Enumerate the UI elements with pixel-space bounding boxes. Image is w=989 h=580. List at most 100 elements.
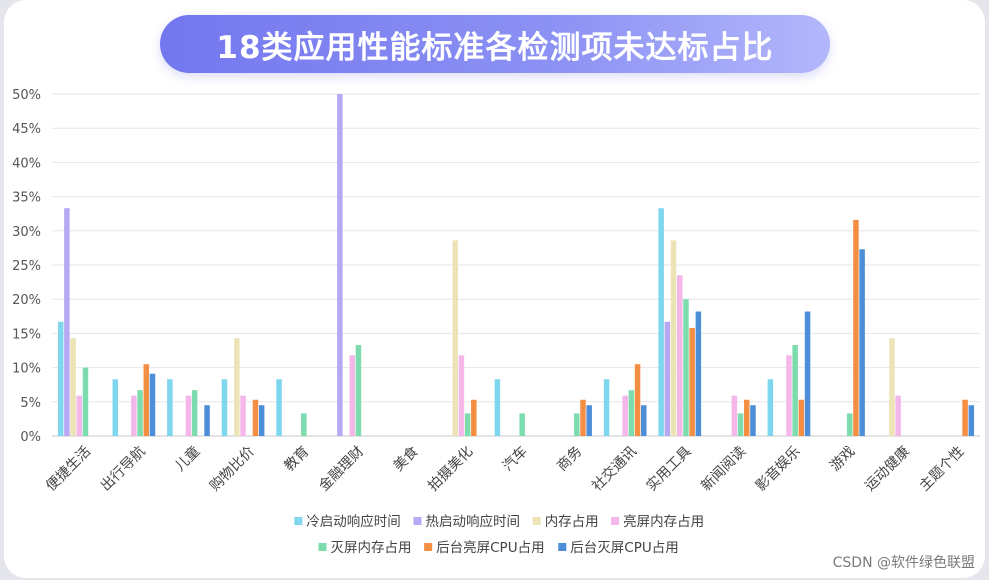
legend-swatch <box>611 517 620 525</box>
bar <box>689 327 695 436</box>
x-tick-label: 社交通讯 <box>588 443 640 495</box>
y-tick-label: 35% <box>12 191 41 206</box>
bar <box>846 413 853 436</box>
bar <box>889 338 895 436</box>
chart-card <box>4 0 985 578</box>
bar <box>185 395 192 436</box>
bar <box>137 390 143 436</box>
bar <box>853 219 859 436</box>
x-tick-label: 运动健康 <box>861 443 913 495</box>
legend-swatch <box>318 543 327 551</box>
bar <box>234 338 240 436</box>
bar <box>792 345 798 436</box>
x-tick-label: 购物比价 <box>207 444 258 495</box>
bar <box>458 355 465 436</box>
x-tick-label: 新闻阅读 <box>698 443 750 495</box>
bar <box>859 249 865 436</box>
legend-swatch <box>532 517 541 525</box>
legend-item: 内存占用 <box>532 514 599 530</box>
bar <box>276 379 282 436</box>
y-tick-label: 50% <box>12 88 41 103</box>
x-tick-label: 出行导航 <box>98 444 149 495</box>
y-tick-label: 20% <box>12 293 41 308</box>
bar <box>519 413 525 436</box>
bar <box>131 395 137 436</box>
bar <box>82 367 89 436</box>
x-tick-label: 游戏 <box>827 444 858 475</box>
x-tick-label: 儿童 <box>171 443 203 475</box>
bar <box>112 379 119 436</box>
legend-swatch <box>558 543 567 551</box>
bar <box>471 399 477 436</box>
x-tick-label: 汽车 <box>499 443 531 475</box>
bar <box>737 413 744 436</box>
y-tick-label: 15% <box>12 327 41 342</box>
bar <box>628 390 635 436</box>
legend-swatch <box>294 517 303 525</box>
bar <box>586 405 592 436</box>
legend-label: 内存占用 <box>545 514 599 530</box>
legend-label: 后台灭屏CPU占用 <box>570 540 678 556</box>
bar <box>731 395 738 436</box>
x-tick-label: 便捷生活 <box>43 444 94 495</box>
bar <box>750 405 756 436</box>
y-tick-label: 25% <box>12 259 41 274</box>
bar <box>494 379 501 436</box>
y-tick-label: 40% <box>12 156 41 171</box>
x-tick-label: 实用工具 <box>644 444 695 495</box>
legend-item: 后台灭屏CPU占用 <box>558 540 679 556</box>
bar <box>622 395 628 436</box>
legend-label: 灭屏内存占用 <box>331 540 412 556</box>
bar <box>57 321 64 436</box>
bar <box>962 399 968 436</box>
bar <box>695 311 702 436</box>
bar <box>349 355 355 436</box>
y-tick-label: 0% <box>20 430 41 445</box>
y-tick-label: 30% <box>12 225 41 240</box>
bar <box>574 413 580 436</box>
bar <box>204 405 210 436</box>
bar <box>603 379 610 436</box>
x-tick-label: 金融理财 <box>316 444 367 495</box>
bar <box>634 364 641 436</box>
bar <box>143 364 150 436</box>
legend-item: 冷启动响应时间 <box>294 513 401 530</box>
bar <box>70 338 76 436</box>
bar <box>221 379 228 436</box>
bar <box>798 399 805 436</box>
watermark: CSDN @软件绿色联盟 <box>832 555 975 571</box>
x-tick-label: 主题个性 <box>917 444 968 495</box>
bar <box>670 240 677 436</box>
bar <box>452 240 458 436</box>
legend-label: 冷启动响应时间 <box>306 513 401 530</box>
bar <box>355 345 362 436</box>
bar <box>191 390 198 436</box>
legend-label: 后台亮屏CPU占用 <box>436 539 544 556</box>
bar <box>744 399 750 436</box>
bar <box>683 299 689 436</box>
chart-title: 18类应用性能标准各检测项未达标占比 <box>216 29 774 66</box>
bar <box>767 379 774 436</box>
bar <box>240 395 246 436</box>
bar <box>804 311 811 436</box>
bar <box>76 395 83 436</box>
bar <box>580 399 586 436</box>
legend-label: 亮屏内存占用 <box>623 513 704 530</box>
y-tick-label: 10% <box>12 362 41 377</box>
legend-item: 后台亮屏CPU占用 <box>424 539 545 556</box>
bar <box>786 355 792 436</box>
y-tick-label: 5% <box>20 396 41 411</box>
bar <box>167 379 173 436</box>
x-tick-label: 美食 <box>390 443 422 475</box>
x-tick-label: 教育 <box>281 444 312 475</box>
bar <box>664 321 671 436</box>
bar <box>641 405 647 436</box>
x-tick-label: 影音娱乐 <box>752 443 804 495</box>
bar <box>258 405 265 436</box>
legend-label: 热启动响应时间 <box>426 513 521 530</box>
y-tick-label: 45% <box>12 122 41 137</box>
bar <box>464 413 471 436</box>
bar <box>252 399 259 436</box>
legend-item: 灭屏内存占用 <box>318 540 412 556</box>
